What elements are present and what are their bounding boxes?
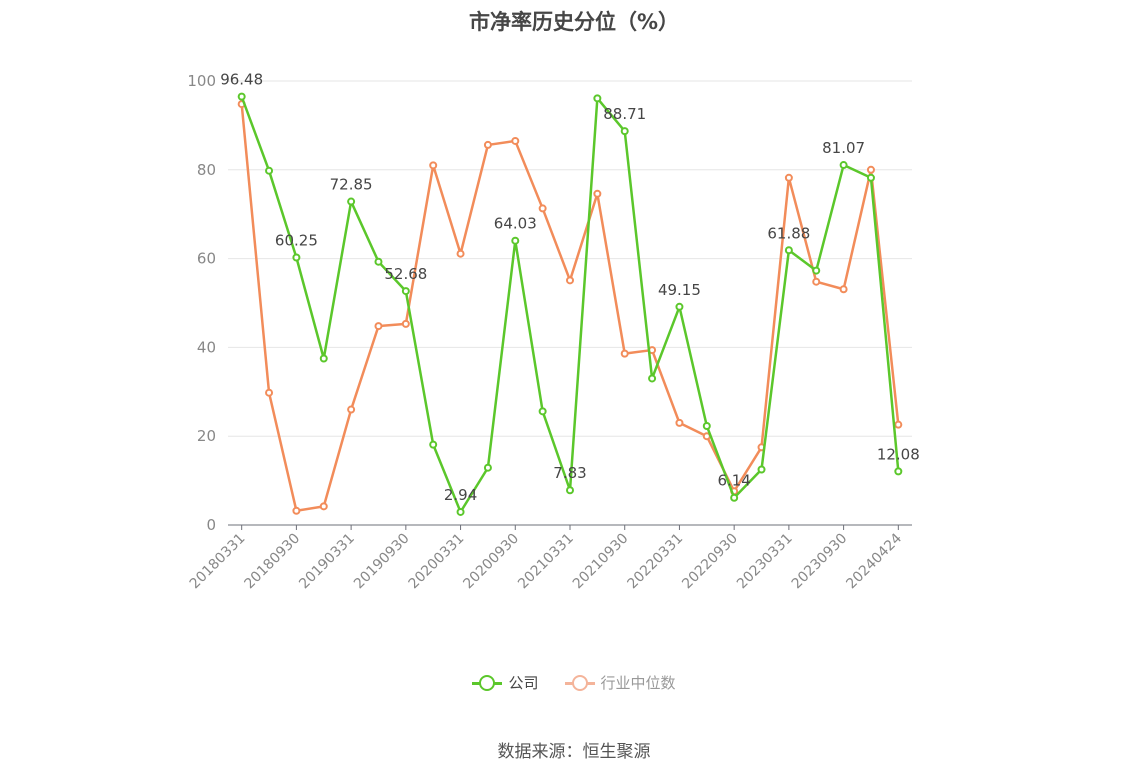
industry-point [866,165,875,174]
y-tick-label: 100 [187,72,216,90]
data-label: 52.68 [384,265,427,283]
legend-item-company[interactable]: 公司 [472,672,539,693]
data-label: 61.88 [767,224,810,242]
chart-title: 市净率历史分位（%） [468,10,680,34]
y-tick-label: 20 [197,427,216,445]
x-tick-label: 20230331 [734,531,796,593]
data-label: 12.08 [877,445,920,463]
company-point [456,507,465,516]
industry-point [483,140,492,149]
industry-point [566,276,574,285]
data-label: 6.14 [717,472,750,490]
data-label: 2.94 [444,486,477,504]
x-tick-label: 20200930 [460,531,522,593]
x-tick-label: 20210331 [515,531,577,593]
company-point [566,486,574,495]
data-label: 64.03 [494,215,537,233]
industry-point [292,506,301,515]
company-point [401,287,410,296]
company-point [237,92,246,101]
x-tick-label: 20190331 [296,531,358,593]
series-lines [237,92,903,516]
data-label: 72.85 [330,176,373,194]
industry-point [675,418,684,427]
data-label: 7.83 [553,464,586,482]
x-tick-label: 20210930 [570,531,632,593]
company-point [648,374,657,383]
x-tick-label: 20220331 [625,531,687,593]
company-point [812,266,821,275]
company-point [593,94,602,103]
company-point [347,197,356,206]
x-tick-label: 20180930 [242,531,304,593]
company-point [730,493,739,502]
company-point [757,465,766,474]
company-point [374,257,383,266]
data-label: 49.15 [658,281,701,299]
company-point [702,421,711,430]
legend-company-label: 公司 [508,674,539,692]
company-point [866,173,875,182]
industry-point [429,161,438,170]
company-point [839,161,848,170]
industry-point [401,319,410,328]
industry-line [240,103,900,513]
industry-point [839,285,848,294]
legend-company-marker-icon [472,673,503,693]
industry-point [593,189,602,198]
data-source: 数据来源：恒生聚源 [497,742,651,762]
data-label: 60.25 [275,231,318,249]
x-tick-label: 20240424 [843,530,905,592]
y-tick-label: 0 [206,516,216,534]
industry-point [620,349,629,358]
industry-point [894,420,903,429]
company-point [894,467,903,476]
company-point [319,354,328,363]
data-labels: 96.48 60.25 72.85 52.68 2.94 64.03 7.83 88.71 49… [220,71,920,504]
y-tick-label: 60 [197,250,216,268]
industry-point [511,136,520,145]
x-tick-label: 20220930 [679,531,741,593]
legend-item-industry[interactable]: 行业中位数 [564,672,676,693]
company-point [483,463,492,472]
company-point [675,302,684,311]
legend: 公司 行业中位数 [0,672,1148,693]
industry-point [456,249,465,258]
legend-industry-marker-icon [564,673,595,693]
industry-point [347,405,356,414]
x-tick-label: 20190930 [351,531,413,593]
data-label: 81.07 [822,139,865,157]
industry-point [374,322,383,331]
x-tick-label: 20180331 [187,531,249,593]
data-label: 96.48 [220,71,263,89]
data-label: 88.71 [603,105,646,123]
company-point [292,253,301,262]
industry-point [538,204,547,213]
legend-industry-label: 行业中位数 [600,674,676,692]
x-tick-label: 20230930 [789,531,851,593]
company-point [620,127,629,136]
company-point [784,246,793,255]
x-tick-label: 20200331 [406,531,468,593]
y-tick-label: 40 [197,338,216,356]
industry-point [812,277,821,286]
industry-point [265,388,274,397]
industry-point [784,173,793,182]
company-point [429,440,438,449]
industry-point [319,502,328,511]
y-tick-label: 80 [197,161,216,179]
company-point [511,236,520,245]
company-point [538,407,547,416]
company-point [265,166,274,175]
